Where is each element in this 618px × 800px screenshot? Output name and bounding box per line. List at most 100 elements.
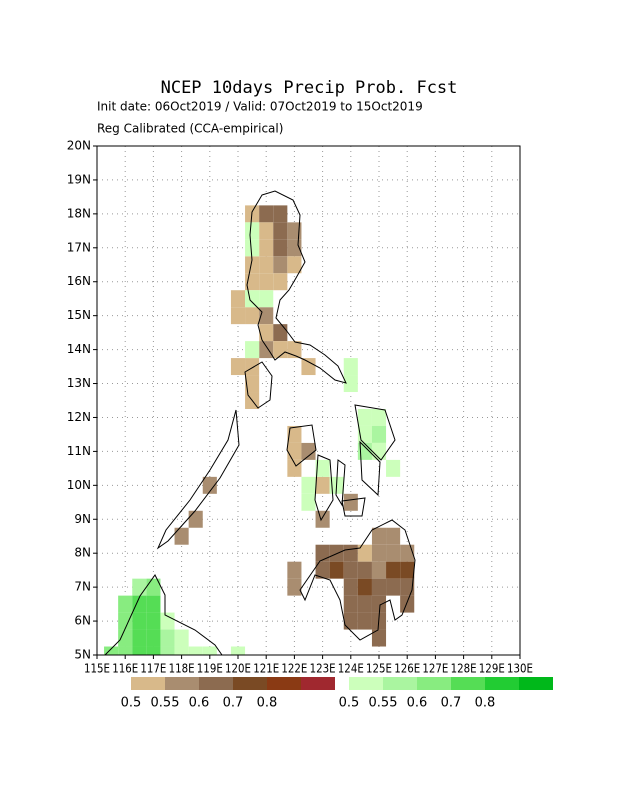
prob-cell [259, 239, 274, 257]
prob-cell [118, 629, 133, 647]
colorbar-box [383, 677, 417, 690]
prob-cell [273, 341, 288, 359]
map-frame [96, 145, 521, 656]
prob-cell [287, 442, 302, 460]
colorbar-label: 0.8 [475, 696, 496, 711]
y-tick-label: 11N [67, 444, 91, 458]
prob-cell [386, 527, 401, 545]
colorbar-label: 0.5 [339, 696, 360, 711]
prob-cell [259, 256, 274, 274]
prob-cell [273, 273, 288, 291]
colorbar-box [417, 677, 451, 690]
prob-cell [245, 290, 260, 308]
colorbar-label: 0.55 [151, 696, 180, 711]
prob-cell [146, 629, 161, 647]
prob-cell [202, 476, 217, 494]
prob-cell [132, 646, 147, 655]
prob-cell [245, 239, 260, 257]
prob-cell [188, 510, 203, 528]
x-tick-label: 119E [197, 662, 223, 676]
x-tick-label: 122E [281, 662, 307, 676]
y-tick-label: 17N [67, 240, 91, 254]
prob-cell [132, 578, 147, 596]
colorbar-box [519, 677, 553, 690]
prob-cell [371, 527, 387, 545]
y-tick-label: 19N [67, 172, 91, 186]
x-tick-label: 125E [366, 662, 392, 676]
x-tick-label: 128E [451, 662, 477, 676]
axes: 115E 116E 117E 118E 119E 120E 121E 122E 123E 124E… [67, 139, 533, 676]
colorbar-box [131, 677, 165, 690]
prob-cell [146, 612, 161, 630]
x-tick-label: 118E [169, 662, 195, 676]
prob-cell [174, 527, 189, 545]
prob-cell [371, 408, 387, 426]
colorbar-label: 0.55 [369, 696, 398, 711]
prob-cell [259, 324, 274, 342]
y-tick-label: 5N [74, 648, 91, 662]
y-tick-label: 7N [74, 580, 91, 594]
coast-negros [314, 454, 334, 522]
colorbar-label: 0.6 [407, 696, 428, 711]
prob-cell [287, 256, 302, 274]
subtitle: Init date: 06Oct2019 / Valid: 07Oct2019 … [97, 100, 423, 114]
coast-mindoro [244, 361, 273, 409]
coast-palawan [156, 409, 240, 550]
prob-cell [343, 612, 358, 630]
prob-cell [400, 561, 415, 579]
prob-cell [188, 646, 203, 655]
prob-cell [386, 459, 401, 477]
prob-cell [259, 307, 274, 325]
prob-cell [245, 375, 260, 393]
prob-cell [371, 578, 387, 596]
prob-cell [259, 341, 274, 359]
y-tick-label: 8N [74, 546, 91, 560]
x-tick-label: 126E [394, 662, 420, 676]
prob-cell [400, 544, 415, 562]
x-tick-label: 124E [338, 662, 364, 676]
colorbar-label: 0.7 [441, 696, 462, 711]
y-tick-label: 14N [67, 342, 91, 356]
y-tick-label: 18N [67, 206, 91, 220]
colorbar-label: 0.7 [223, 696, 244, 711]
prob-cell [315, 476, 330, 494]
x-tick-label: 115E [84, 662, 110, 676]
colorbar-label: 0.8 [257, 696, 278, 711]
prob-cell [357, 544, 372, 562]
prob-cell [146, 646, 161, 655]
prob-cell [287, 578, 302, 596]
y-tick-label: 9N [74, 512, 91, 526]
prob-cell [259, 290, 274, 308]
prob-cell [160, 646, 175, 655]
prob-cell [386, 544, 401, 562]
y-tick-label: 16N [67, 274, 91, 288]
prob-cell [386, 578, 401, 596]
prob-cell [343, 595, 358, 613]
prob-cell [343, 544, 358, 562]
colorbar-box [199, 677, 233, 690]
prob-cell [146, 595, 161, 613]
prob-cell [357, 612, 372, 630]
prob-cell [273, 205, 288, 223]
prob-cell [371, 561, 387, 579]
prob-cell [329, 561, 344, 579]
prob-cell [259, 273, 274, 291]
prob-cell [301, 358, 316, 376]
colorbar-box [233, 677, 267, 690]
prob-cell [371, 544, 387, 562]
prob-cell [343, 358, 358, 376]
coast-leyte [359, 440, 381, 497]
colorbar-box [451, 677, 485, 690]
prob-cell [273, 239, 288, 257]
prob-cell [245, 222, 260, 240]
prob-cell [343, 578, 358, 596]
prob-cell [259, 222, 274, 240]
x-tick-label: 117E [140, 662, 166, 676]
colorbars: 0.5 0.55 0.6 0.7 0.8 0.5 0.55 0.6 0.7 0.8 [121, 677, 553, 711]
prob-cell [118, 646, 133, 655]
x-tick-label: 123E [310, 662, 336, 676]
prob-cell [259, 205, 274, 223]
prob-cell [371, 425, 387, 443]
prob-cell [273, 222, 288, 240]
x-tick-label: 121E [253, 662, 279, 676]
